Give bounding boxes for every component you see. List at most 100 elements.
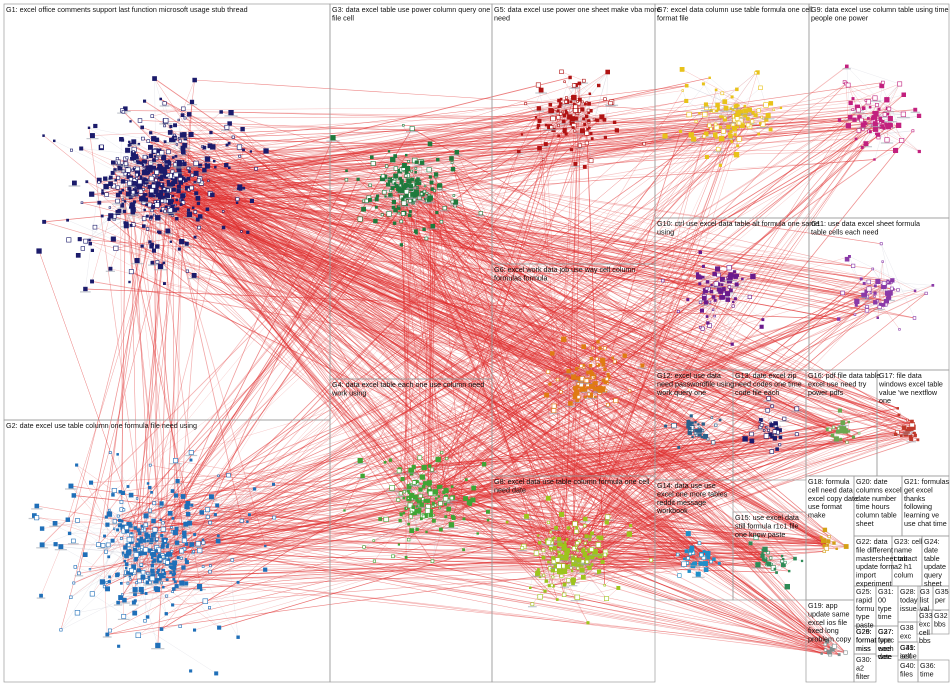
node-G1-21[interactable]	[213, 159, 216, 163]
node-G2-202[interactable]	[129, 568, 134, 573]
node-G2-327[interactable]	[116, 453, 119, 456]
node-G14-29[interactable]	[699, 552, 704, 558]
node-G7-108[interactable]	[713, 122, 718, 127]
node-G8-132[interactable]	[535, 570, 541, 576]
node-G2-40[interactable]	[264, 544, 267, 548]
node-G2-332[interactable]	[271, 482, 275, 486]
node-G5-2[interactable]	[556, 109, 560, 113]
node-G2-329[interactable]	[161, 521, 165, 525]
node-G10-27[interactable]	[730, 342, 734, 346]
node-G2-244[interactable]	[201, 538, 205, 541]
node-G9-68[interactable]	[860, 122, 866, 128]
node-G7-33[interactable]	[678, 129, 683, 133]
node-G4-122[interactable]	[428, 490, 434, 497]
node-G2-277[interactable]	[133, 552, 139, 558]
node-G1-306[interactable]	[164, 192, 170, 198]
node-G1-49[interactable]	[190, 173, 195, 178]
node-G9-1[interactable]	[911, 129, 915, 133]
node-G1-275[interactable]	[42, 219, 47, 224]
node-G2-197[interactable]	[68, 483, 74, 489]
node-G6-5[interactable]	[586, 370, 591, 375]
node-G4-20[interactable]	[408, 514, 413, 519]
node-G12-12[interactable]	[701, 422, 705, 426]
node-G7-20[interactable]	[722, 99, 728, 104]
node-G19-2[interactable]	[837, 653, 841, 657]
node-G8-96[interactable]	[547, 560, 550, 564]
node-G7-49[interactable]	[720, 91, 725, 96]
node-G10-55[interactable]	[703, 300, 708, 305]
node-G4-115[interactable]	[443, 496, 449, 502]
node-G1-114[interactable]	[173, 136, 177, 140]
node-G2-228[interactable]	[161, 543, 165, 548]
node-G2-276[interactable]	[173, 493, 179, 498]
node-G3-131[interactable]	[442, 206, 447, 211]
node-G5-45[interactable]	[584, 114, 589, 119]
node-G1-88[interactable]	[146, 227, 150, 231]
node-G7-16[interactable]	[758, 85, 763, 91]
node-G1-227[interactable]	[228, 110, 234, 116]
node-G19-8[interactable]	[823, 648, 828, 652]
node-G7-107[interactable]	[681, 89, 684, 92]
node-G1-112[interactable]	[121, 198, 125, 201]
node-G14-27[interactable]	[701, 555, 706, 560]
node-G8-87[interactable]	[575, 540, 580, 545]
node-G2-211[interactable]	[187, 520, 193, 526]
node-G3-146[interactable]	[402, 124, 405, 127]
node-G1-506[interactable]	[137, 118, 143, 123]
node-G1-372[interactable]	[141, 216, 147, 221]
node-G2-223[interactable]	[140, 524, 144, 528]
node-G1-366[interactable]	[172, 194, 175, 198]
node-G1-483[interactable]	[194, 191, 199, 196]
node-G11-59[interactable]	[866, 286, 872, 292]
node-G8-97[interactable]	[556, 563, 562, 569]
node-G5-58[interactable]	[576, 100, 579, 103]
node-G4-93[interactable]	[421, 484, 426, 489]
node-G1-510[interactable]	[154, 169, 160, 175]
node-G9-65[interactable]	[860, 146, 864, 149]
node-G9-16[interactable]	[851, 97, 855, 101]
node-G4-134[interactable]	[428, 512, 433, 517]
node-G10-6[interactable]	[700, 326, 705, 331]
node-G5-95[interactable]	[564, 132, 568, 136]
node-G10-61[interactable]	[705, 315, 709, 318]
node-G2-155[interactable]	[105, 632, 110, 637]
node-G6-62[interactable]	[571, 374, 577, 380]
node-G1-421[interactable]	[162, 160, 165, 163]
node-G1-290[interactable]	[167, 130, 173, 135]
node-G9-44[interactable]	[866, 117, 870, 120]
node-G2-63[interactable]	[115, 572, 120, 578]
node-G1-411[interactable]	[162, 155, 167, 160]
node-G2-59[interactable]	[53, 542, 58, 547]
node-G2-158[interactable]	[171, 516, 175, 520]
node-G8-27[interactable]	[583, 516, 588, 522]
node-G9-33[interactable]	[844, 64, 849, 69]
node-G7-104[interactable]	[745, 122, 751, 128]
node-G12-28[interactable]	[714, 423, 718, 427]
node-G11-6[interactable]	[879, 242, 883, 246]
node-G5-93[interactable]	[577, 143, 582, 148]
node-G10-58[interactable]	[709, 289, 714, 294]
node-G2-201[interactable]	[119, 500, 124, 504]
node-G2-1[interactable]	[143, 619, 147, 623]
node-G8-142[interactable]	[584, 552, 588, 556]
node-G4-4[interactable]	[402, 496, 406, 500]
node-G1-119[interactable]	[129, 120, 132, 123]
node-G8-156[interactable]	[575, 526, 579, 530]
node-G4-88[interactable]	[362, 545, 366, 549]
node-G9-77[interactable]	[897, 81, 903, 87]
node-G9-60[interactable]	[881, 120, 885, 124]
node-G8-5[interactable]	[580, 574, 586, 580]
node-G4-135[interactable]	[412, 480, 417, 485]
node-G1-103[interactable]	[104, 192, 109, 197]
node-G4-84[interactable]	[400, 476, 405, 482]
node-G5-105[interactable]	[535, 82, 541, 88]
node-G2-18[interactable]	[128, 492, 134, 498]
node-G4-105[interactable]	[409, 510, 413, 514]
node-G8-159[interactable]	[589, 547, 594, 552]
node-G12-15[interactable]	[703, 433, 709, 439]
node-G2-26[interactable]	[104, 515, 108, 519]
node-G2-303[interactable]	[172, 587, 176, 591]
node-G6-44[interactable]	[593, 386, 598, 391]
node-G8-117[interactable]	[574, 594, 580, 600]
node-G4-126[interactable]	[388, 458, 393, 462]
